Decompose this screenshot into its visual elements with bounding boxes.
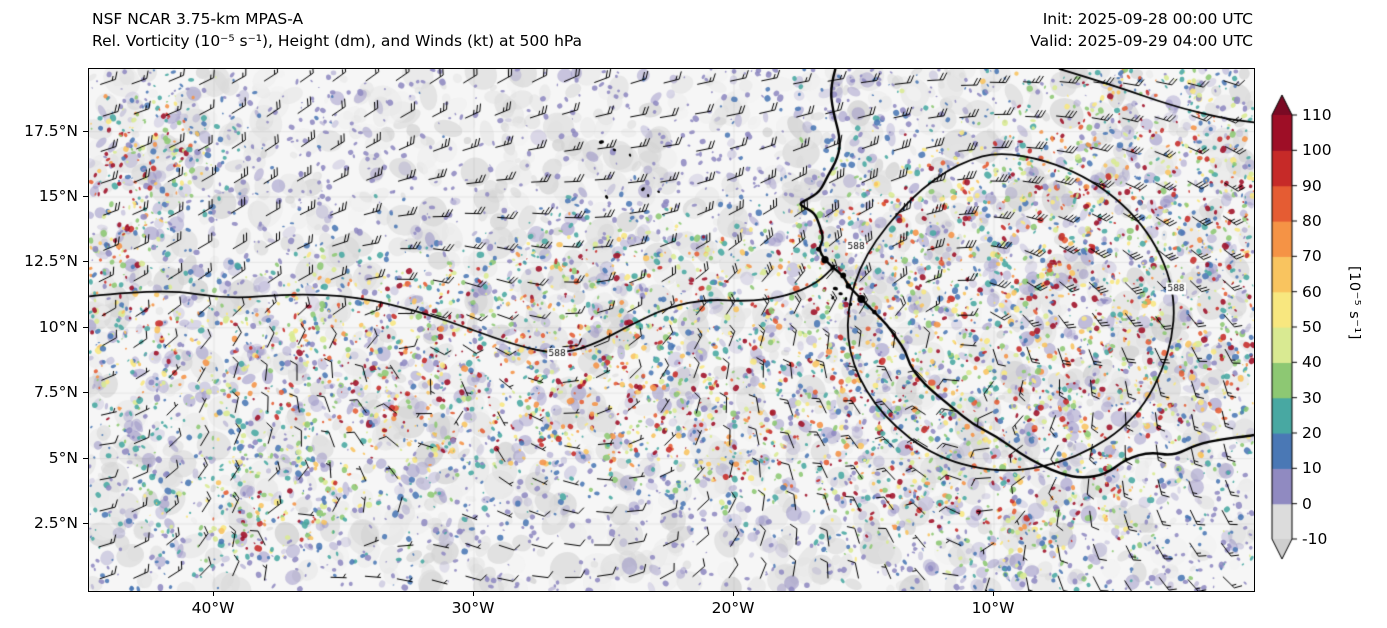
colorbar-tick-label: -10 xyxy=(1302,530,1328,548)
colorbar-tick-label: 10 xyxy=(1302,459,1322,478)
y-tick-label: 17.5°N xyxy=(24,121,78,140)
y-tick-mark xyxy=(83,326,88,328)
x-tick-mark xyxy=(733,591,734,596)
model-title: NSF NCAR 3.75-km MPAS-A xyxy=(92,10,304,28)
y-tick-mark xyxy=(83,196,88,197)
x-tick-mark xyxy=(993,591,994,596)
colorbar-tick-label: 20 xyxy=(1302,424,1322,442)
x-tick-label: 20°W xyxy=(711,599,755,617)
colorbar-tick-label: 0 xyxy=(1302,494,1312,513)
y-tick-label: 15°N xyxy=(38,187,78,205)
x-tick-mark xyxy=(213,591,214,596)
colorbar-tick-label: 40 xyxy=(1302,353,1322,372)
y-tick-label: 12.5°N xyxy=(24,252,78,271)
colorbar xyxy=(1270,88,1316,574)
valid-time-label: Valid: 2025-09-29 04:00 UTC xyxy=(1030,32,1253,50)
map-plot-area xyxy=(88,68,1255,592)
colorbar-tick-label: 70 xyxy=(1302,247,1322,266)
colorbar-tick-label: 60 xyxy=(1302,282,1322,301)
colorbar-tick-label: 50 xyxy=(1302,318,1322,336)
vorticity-map-canvas xyxy=(89,69,1254,591)
colorbar-tick-label: 80 xyxy=(1302,212,1322,230)
colorbar-unit-label: [10⁻⁵ s⁻¹] xyxy=(1346,266,1362,340)
colorbar-tick-label: 110 xyxy=(1302,106,1332,124)
plot-subtitle: Rel. Vorticity (10⁻⁵ s⁻¹), Height (dm), … xyxy=(92,32,583,50)
x-tick-label: 40°W xyxy=(191,599,235,617)
colorbar-tick-label: 30 xyxy=(1302,388,1322,407)
x-tick-label: 30°W xyxy=(451,599,495,617)
y-tick-mark xyxy=(83,457,88,459)
y-tick-label: 2.5°N xyxy=(34,514,78,532)
y-tick-mark xyxy=(83,261,88,263)
y-tick-label: 7.5°N xyxy=(34,383,78,402)
colorbar-tick-label: 100 xyxy=(1302,141,1332,160)
x-tick-mark xyxy=(473,591,474,596)
y-tick-mark xyxy=(83,392,88,394)
x-tick-label: 10°W xyxy=(971,599,1015,617)
y-tick-mark xyxy=(83,130,88,132)
time-block: Init: 2025-09-28 00:00 UTC Valid: 2025-0… xyxy=(1030,8,1253,52)
init-time-label: Init: 2025-09-28 00:00 UTC xyxy=(1042,10,1253,28)
y-tick-mark xyxy=(83,523,88,524)
colorbar-tick-label: 90 xyxy=(1302,176,1322,195)
y-tick-label: 10°N xyxy=(38,317,78,336)
y-tick-label: 5°N xyxy=(48,448,78,467)
title-block: NSF NCAR 3.75-km MPAS-A Rel. Vorticity (… xyxy=(92,8,582,52)
